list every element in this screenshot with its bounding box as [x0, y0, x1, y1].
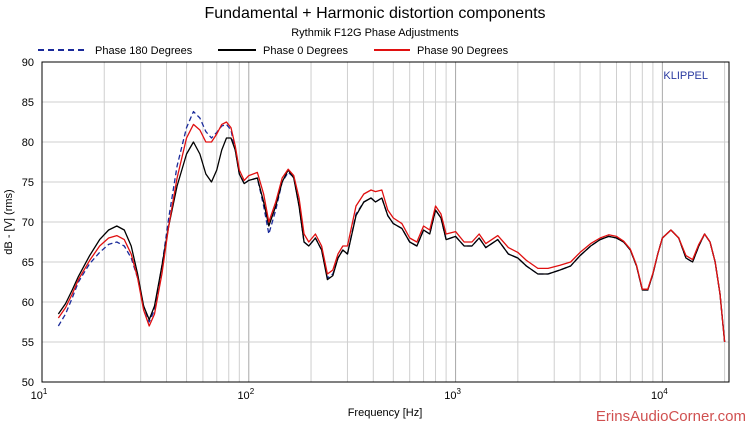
y-axis-label: dB - [V] (rms): [3, 189, 15, 254]
series-lines: [57, 110, 726, 343]
legend-label-phase-180: Phase 180 Degrees: [95, 45, 193, 57]
series-line-2: [57, 121, 726, 343]
legend-label-phase-90: Phase 90 Degrees: [417, 45, 509, 57]
grid: [41, 61, 729, 383]
x-tick-label: 101: [31, 387, 48, 402]
y-tick-label: 60: [22, 297, 34, 309]
plot-border: [41, 61, 730, 383]
y-tick-label: 70: [22, 217, 34, 229]
x-tick-label: 104: [651, 387, 668, 402]
y-tick-label: 65: [22, 257, 34, 269]
x-axis-ticks: 101 102 103 104: [31, 387, 669, 402]
y-tick-label: 75: [22, 177, 34, 189]
chart-title: Fundamental + Harmonic distortion compon…: [204, 5, 545, 22]
chart-subtitle: Rythmik F12G Phase Adjustments: [291, 27, 459, 39]
legend: Phase 180 Degrees Phase 0 Degrees Phase …: [38, 45, 509, 57]
y-tick-label: 90: [22, 57, 34, 69]
x-tick-label: 103: [444, 387, 461, 402]
y-tick-label: 55: [22, 337, 34, 349]
y-axis-ticks: 50 55 60 65 70 75 80 85 90: [22, 57, 34, 389]
y-tick-label: 85: [22, 97, 34, 109]
legend-label-phase-0: Phase 0 Degrees: [263, 45, 348, 57]
x-axis-label: Frequency [Hz]: [348, 407, 423, 419]
y-tick-label: 50: [22, 377, 34, 389]
klippel-annotation: KLIPPEL: [663, 70, 708, 82]
watermark: ErinsAudioCorner.com: [596, 408, 746, 425]
y-tick-label: 80: [22, 137, 34, 149]
x-tick-label: 102: [237, 387, 254, 402]
